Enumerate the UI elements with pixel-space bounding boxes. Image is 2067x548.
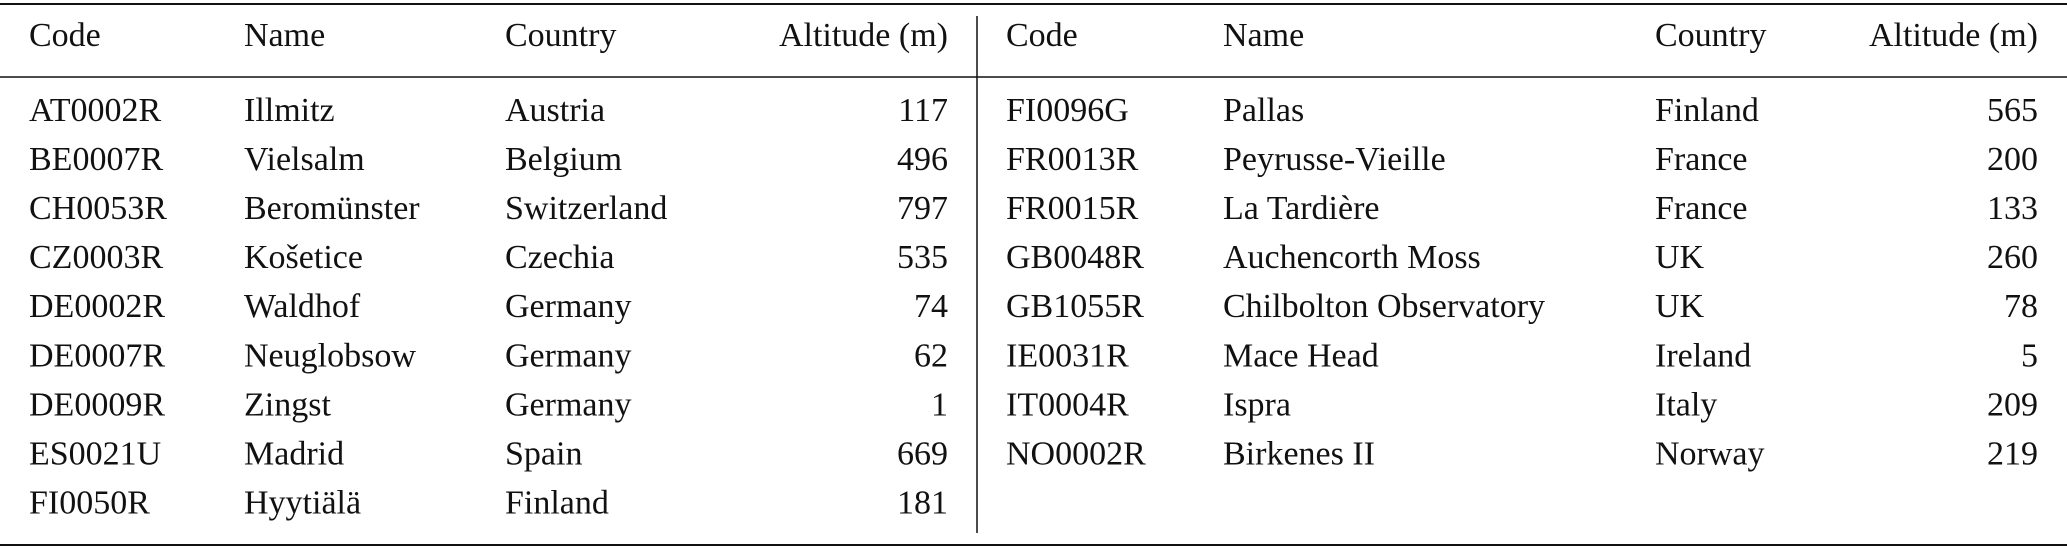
cell-country: Switzerland (505, 190, 667, 227)
cell-name: Ispra (1223, 386, 1291, 423)
cell-code: GB0048R (1006, 239, 1144, 276)
cell-altitude: 669 (897, 435, 948, 472)
cell-altitude: 797 (897, 190, 948, 227)
header-code: Code (29, 17, 101, 54)
cell-code: GB1055R (1006, 288, 1144, 325)
cell-altitude: 260 (1987, 239, 2038, 276)
cell-country: Ireland (1655, 337, 1751, 374)
cell-altitude: 209 (1987, 386, 2038, 423)
cell-code: CZ0003R (29, 239, 163, 276)
cell-name: Chilbolton Observatory (1223, 288, 1545, 325)
cell-code: FI0096G (1006, 92, 1129, 129)
cell-name: Illmitz (244, 92, 335, 129)
cell-altitude: 535 (897, 239, 948, 276)
cell-code: AT0002R (29, 92, 162, 129)
cell-code: BE0007R (29, 141, 163, 178)
cell-name: Pallas (1223, 92, 1304, 129)
cell-altitude: 496 (897, 141, 948, 178)
cell-code: NO0002R (1006, 435, 1146, 472)
cell-name: Peyrusse-Vieille (1223, 141, 1446, 178)
cell-altitude: 200 (1987, 141, 2038, 178)
cell-country: France (1655, 141, 1748, 178)
cell-country: Germany (505, 288, 632, 325)
header-name: Name (1223, 17, 1304, 54)
cell-code: DE0002R (29, 288, 165, 325)
cell-name: Waldhof (244, 288, 361, 325)
cell-country: Finland (1655, 92, 1759, 129)
cell-altitude: 117 (898, 92, 948, 129)
cell-altitude: 78 (2004, 288, 2038, 325)
cell-code: FI0050R (29, 485, 150, 522)
cell-name: Zingst (244, 386, 331, 423)
cell-country: Spain (505, 435, 582, 472)
header-country: Country (1655, 17, 1766, 54)
cell-name: Birkenes II (1223, 435, 1375, 472)
cell-name: Beromünster (244, 190, 420, 227)
cell-country: Norway (1655, 435, 1765, 472)
cell-name: Madrid (244, 435, 344, 472)
cell-code: FR0013R (1006, 141, 1139, 178)
cell-altitude: 1 (931, 386, 948, 423)
cell-altitude: 62 (914, 337, 948, 374)
cell-name: Neuglobsow (244, 337, 416, 374)
cell-country: Austria (505, 92, 605, 129)
cell-country: Italy (1655, 386, 1717, 423)
cell-country: UK (1655, 239, 1705, 276)
header-name: Name (244, 17, 325, 54)
cell-altitude: 74 (914, 288, 948, 325)
cell-code: DE0009R (29, 386, 165, 423)
header-country: Country (505, 17, 616, 54)
cell-name: La Tardière (1223, 190, 1380, 227)
cell-code: ES0021U (29, 435, 161, 472)
cell-country: Germany (505, 386, 632, 423)
cell-name: Košetice (244, 239, 363, 276)
cell-code: IT0004R (1006, 386, 1129, 423)
cell-altitude: 181 (897, 485, 948, 522)
cell-altitude: 219 (1987, 435, 2038, 472)
cell-altitude: 565 (1987, 92, 2038, 129)
header-altitude: Altitude (m) (1869, 17, 2038, 54)
cell-name: Mace Head (1223, 337, 1379, 374)
cell-name: Vielsalm (244, 141, 365, 178)
header-code: Code (1006, 17, 1078, 54)
cell-name: Auchencorth Moss (1223, 239, 1481, 276)
cell-code: CH0053R (29, 190, 167, 227)
cell-name: Hyytiälä (244, 485, 361, 522)
cell-code: FR0015R (1006, 190, 1139, 227)
header-altitude: Altitude (m) (779, 17, 948, 54)
cell-code: IE0031R (1006, 337, 1129, 374)
cell-country: Germany (505, 337, 632, 374)
cell-country: Belgium (505, 141, 622, 178)
cell-country: Czechia (505, 239, 615, 276)
cell-altitude: 133 (1987, 190, 2038, 227)
cell-country: France (1655, 190, 1748, 227)
cell-code: DE0007R (29, 337, 165, 374)
cell-country: Finland (505, 485, 609, 522)
cell-country: UK (1655, 288, 1705, 325)
cell-altitude: 5 (2021, 337, 2038, 374)
